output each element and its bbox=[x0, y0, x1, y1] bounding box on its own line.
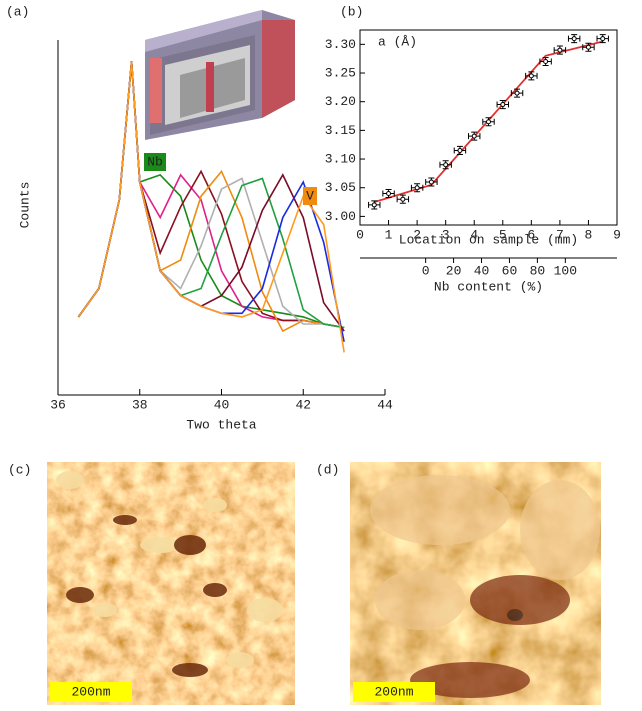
x-tick-label: 5 bbox=[499, 227, 507, 242]
x-tick-label: 8 bbox=[585, 227, 593, 242]
x-tick-label: 0 bbox=[356, 227, 364, 242]
afm-image-d: 200nm bbox=[350, 462, 601, 705]
data-point bbox=[486, 119, 491, 125]
x2-tick-label: 40 bbox=[474, 263, 490, 278]
data-point bbox=[600, 36, 606, 42]
x-tick-label: 4 bbox=[470, 227, 478, 242]
data-point bbox=[386, 190, 392, 196]
afm-image-c: 200nm bbox=[47, 462, 295, 705]
x-tick-label: 6 bbox=[527, 227, 535, 242]
x-axis-title: Location on sample (mm) bbox=[399, 232, 578, 247]
data-point bbox=[457, 147, 463, 153]
plot-frame bbox=[359, 29, 618, 226]
x-tick-label: 42 bbox=[295, 397, 311, 412]
annotation: Nb bbox=[147, 154, 163, 169]
data-point bbox=[428, 179, 434, 185]
x-tick-label: 2 bbox=[413, 227, 421, 242]
y-tick-label: 3.30 bbox=[325, 37, 356, 52]
data-point bbox=[543, 59, 549, 65]
annotation-box bbox=[303, 187, 317, 205]
inset-device bbox=[145, 10, 295, 140]
x-tick-label: 38 bbox=[132, 397, 148, 412]
data-point bbox=[514, 90, 520, 96]
panel-label: (d) bbox=[316, 462, 339, 477]
data-point bbox=[528, 73, 534, 79]
x-tick-label: 9 bbox=[613, 227, 621, 242]
x-axis-title: Two theta bbox=[186, 417, 256, 432]
x2-tick-label: 100 bbox=[554, 263, 577, 278]
x2-tick-label: 20 bbox=[446, 263, 462, 278]
data-point bbox=[471, 133, 477, 139]
data-point bbox=[571, 36, 577, 42]
y-tick-label: 3.10 bbox=[325, 151, 356, 166]
annotation-box bbox=[144, 153, 166, 171]
data-point bbox=[371, 202, 377, 208]
data-point bbox=[414, 185, 420, 191]
annotation: V bbox=[306, 188, 314, 203]
data-point bbox=[500, 102, 506, 108]
x2-tick-label: 60 bbox=[502, 263, 518, 278]
panel-label: (c) bbox=[8, 462, 31, 477]
data-point bbox=[443, 162, 449, 168]
y-tick-label: 3.25 bbox=[325, 65, 356, 80]
scale-bar-label: 200nm bbox=[71, 684, 110, 699]
y-tick-label: 3.15 bbox=[325, 123, 356, 138]
annotation: a (Å) bbox=[378, 34, 417, 49]
x2-tick-label: 0 bbox=[422, 263, 430, 278]
spectrum-line bbox=[77, 61, 345, 353]
x2-tick-label: 80 bbox=[530, 263, 546, 278]
x-tick-label: 3 bbox=[442, 227, 450, 242]
y-axis-title: Counts bbox=[17, 182, 32, 229]
y-tick-label: 3.20 bbox=[325, 94, 356, 109]
data-point bbox=[400, 196, 406, 202]
scale-bar-label: 200nm bbox=[374, 684, 413, 699]
x-tick-label: 44 bbox=[377, 397, 393, 412]
panel-label: (a) bbox=[6, 4, 29, 19]
y-tick-label: 3.05 bbox=[325, 180, 356, 195]
data-point bbox=[585, 44, 591, 50]
panel-label: (b) bbox=[340, 4, 363, 19]
x-tick-label: 36 bbox=[50, 397, 66, 412]
x-tick-label: 1 bbox=[385, 227, 393, 242]
x-tick-label: 40 bbox=[214, 397, 230, 412]
x-tick-label: 7 bbox=[556, 227, 564, 242]
data-point bbox=[557, 47, 563, 53]
x2-axis-title: Nb content (%) bbox=[434, 279, 543, 294]
y-tick-label: 3.00 bbox=[325, 209, 356, 224]
